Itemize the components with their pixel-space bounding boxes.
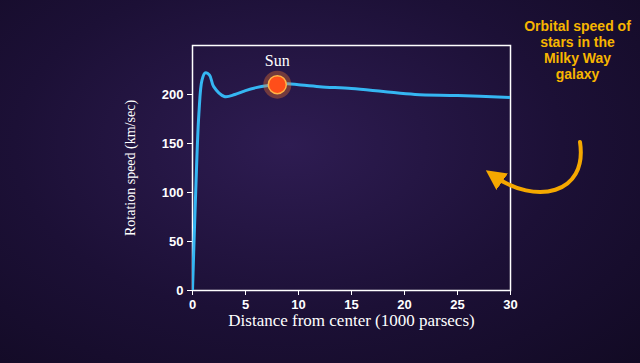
svg-text:0: 0 xyxy=(189,297,196,312)
svg-text:20: 20 xyxy=(397,297,411,312)
svg-text:Sun: Sun xyxy=(265,52,290,69)
svg-text:15: 15 xyxy=(344,297,358,312)
svg-text:0: 0 xyxy=(176,283,183,298)
svg-text:10: 10 xyxy=(291,297,305,312)
svg-text:30: 30 xyxy=(503,297,517,312)
svg-text:50: 50 xyxy=(169,234,183,249)
svg-text:150: 150 xyxy=(162,136,184,151)
svg-text:100: 100 xyxy=(162,185,184,200)
svg-text:Distance from center (1000 par: Distance from center (1000 parsecs) xyxy=(228,311,474,330)
svg-text:5: 5 xyxy=(242,297,249,312)
svg-text:25: 25 xyxy=(450,297,464,312)
svg-text:Rotation speed (km/sec): Rotation speed (km/sec) xyxy=(123,100,139,236)
svg-text:200: 200 xyxy=(162,87,184,102)
svg-text:Orbital speed ofstars in theMi: Orbital speed ofstars in theMilky Waygal… xyxy=(524,18,631,82)
